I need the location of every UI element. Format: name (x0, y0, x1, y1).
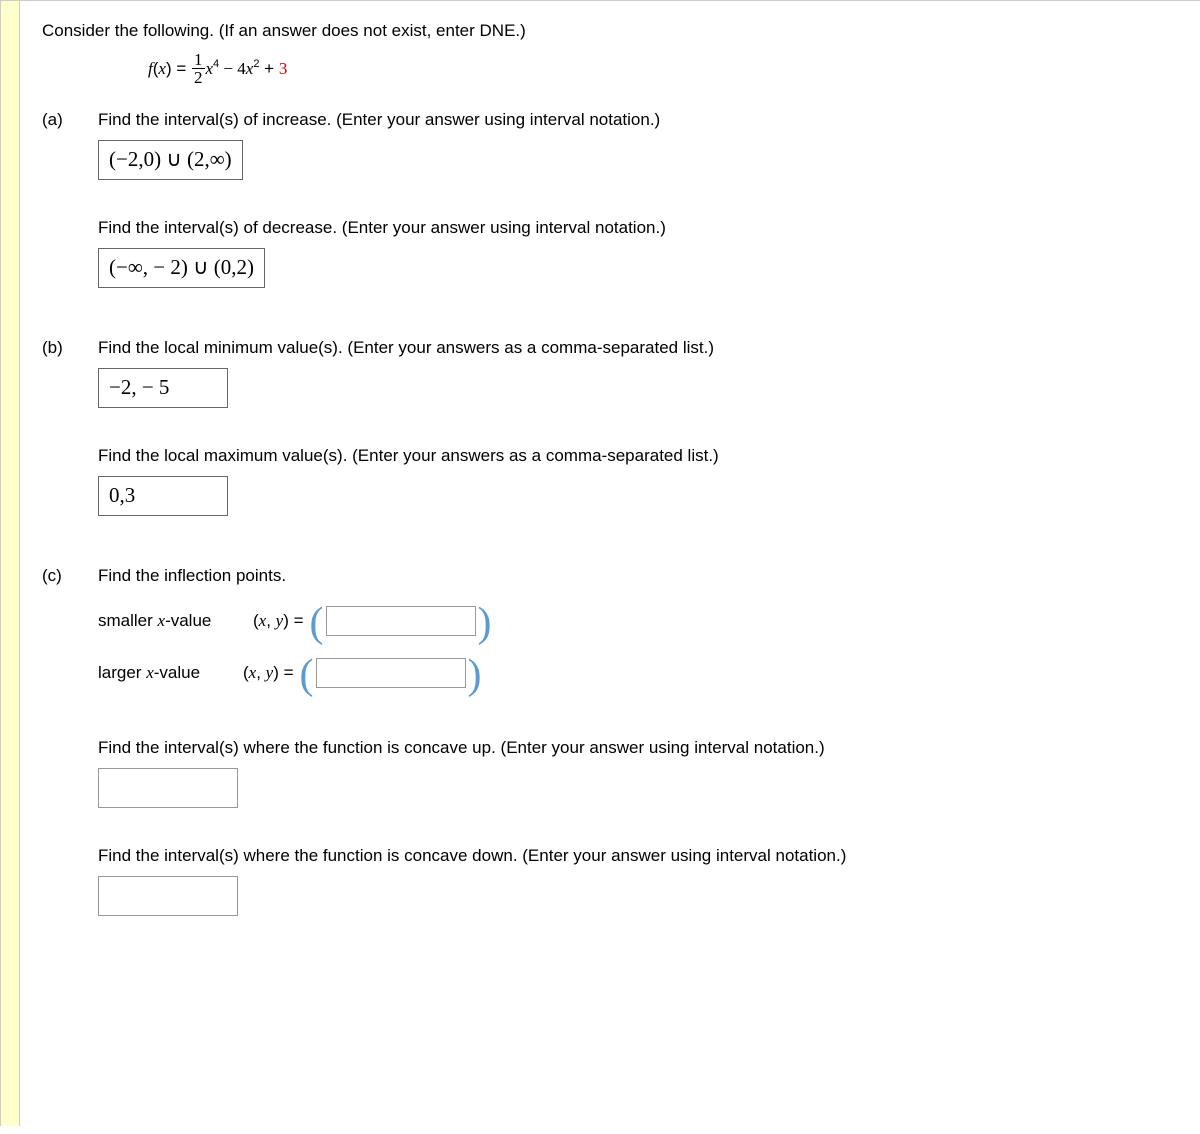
xy-eq-larger: (x, y) = (243, 663, 294, 683)
larger-x-var: x (146, 663, 154, 682)
part-c: (c) Find the inflection points. smaller … (42, 566, 1178, 916)
smaller-x-label: smaller x-value (98, 611, 253, 631)
part-c-label: (c) (42, 566, 98, 586)
eq-x-lhs: x (158, 59, 166, 78)
part-c-q3: Find the interval(s) where the function … (98, 846, 1178, 866)
part-b-label: (b) (42, 338, 98, 358)
eq-fraction: 1 2 (192, 51, 205, 88)
part-c-q2: Find the interval(s) where the function … (98, 738, 1178, 758)
highlight-bar (1, 1, 19, 1126)
part-a-label: (a) (42, 110, 98, 130)
smaller-x-var: x (158, 611, 166, 630)
smaller-suffix: -value (165, 611, 211, 630)
part-b-q1: Find the local minimum value(s). (Enter … (98, 338, 1178, 358)
part-a: (a) Find the interval(s) of increase. (E… (42, 110, 1178, 288)
xy-sep: , (266, 611, 275, 630)
concave-up-input[interactable] (98, 768, 238, 808)
inflection-larger-input[interactable] (316, 658, 466, 688)
eq-frac-den: 2 (192, 69, 205, 88)
part-a-body: Find the interval(s) of increase. (Enter… (98, 110, 1178, 288)
part-a-answer1[interactable]: (−2,0) ∪ (2,∞) (98, 140, 243, 180)
part-b-answer2[interactable]: 0,3 (98, 476, 228, 516)
intro-text: Consider the following. (If an answer do… (42, 21, 1178, 41)
larger-x-label: larger x-value (98, 663, 243, 683)
content-area: Consider the following. (If an answer do… (19, 1, 1200, 1126)
part-a-answer2[interactable]: (−∞, − 2) ∪ (0,2) (98, 248, 265, 288)
eq-constant: 3 (279, 59, 288, 78)
xy-close2: ) = (273, 663, 293, 682)
part-b-q2: Find the local maximum value(s). (Enter … (98, 446, 1178, 466)
inflection-larger-row: larger x-value (x, y) = ( ) (98, 658, 1178, 688)
eq-close-paren: ) = (166, 59, 191, 78)
part-a-q2: Find the interval(s) of decrease. (Enter… (98, 218, 1178, 238)
smaller-text: smaller (98, 611, 158, 630)
part-c-q1: Find the inflection points. (98, 566, 1178, 586)
larger-suffix: -value (154, 663, 200, 682)
part-a-q1: Find the interval(s) of increase. (Enter… (98, 110, 1178, 130)
eq-minus: − 4 (219, 59, 246, 78)
inflection-smaller-input[interactable] (326, 606, 476, 636)
xy-eq-smaller: (x, y) = (253, 611, 304, 631)
part-b-body: Find the local minimum value(s). (Enter … (98, 338, 1178, 516)
eq-plus: + (259, 59, 278, 78)
concave-down-input[interactable] (98, 876, 238, 916)
part-c-body: Find the inflection points. smaller x-va… (98, 566, 1178, 916)
inflection-smaller-row: smaller x-value (x, y) = ( ) (98, 606, 1178, 636)
xy-close: ) = (283, 611, 303, 630)
xy-sep2: , (256, 663, 265, 682)
function-equation: f(x) = 1 2 x4 − 4x2 + 3 (148, 51, 1178, 88)
eq-x1: x (206, 59, 214, 78)
question-page: Consider the following. (If an answer do… (0, 0, 1200, 1126)
part-b-answer1[interactable]: −2, − 5 (98, 368, 228, 408)
larger-text: larger (98, 663, 146, 682)
eq-frac-num: 1 (192, 51, 205, 69)
part-b: (b) Find the local minimum value(s). (En… (42, 338, 1178, 516)
